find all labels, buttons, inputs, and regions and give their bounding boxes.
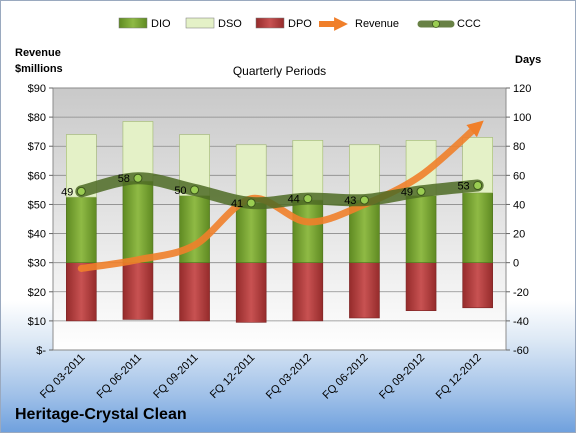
bar-dso [292, 140, 324, 201]
ccc-data-label: 43 [344, 195, 356, 207]
right-axis-tick-label: -60 [513, 345, 529, 357]
bar-dio [292, 199, 324, 263]
category-label: FQ 06-2012 [321, 352, 371, 402]
category-label: FQ 03-2011 [38, 352, 87, 401]
left-axis-tick-label: $80 [28, 112, 46, 124]
ccc-point [303, 194, 313, 204]
ccc-data-label: 49 [401, 186, 413, 198]
category-label: FQ 12-2011 [208, 352, 257, 401]
bar-dio [66, 196, 97, 263]
ccc-point [190, 185, 200, 195]
ccc-data-label: 41 [231, 198, 243, 210]
right-axis-tick-label: -40 [513, 316, 529, 328]
bar-dio [122, 180, 154, 263]
left-axis-tick-label: $50 [28, 199, 46, 211]
legend-label-revenue: Revenue [355, 18, 399, 30]
legend-label-dpo: DPO [288, 18, 312, 30]
legend-swatch-dio [118, 17, 148, 29]
category-label: FQ 09-2012 [377, 352, 427, 402]
left-axis-tick-label: $90 [28, 83, 46, 95]
ccc-point [76, 186, 86, 196]
left-axis-tick-label: $- [36, 345, 46, 357]
left-axis-title-line-2: $millions [15, 63, 63, 75]
ccc-point [133, 173, 143, 183]
category-label: FQ 09-2011 [151, 352, 200, 401]
bar-dpo [122, 262, 154, 320]
category-label: FQ 12-2012 [434, 352, 484, 402]
ccc-point [359, 195, 369, 205]
category-label: FQ 03-2012 [264, 352, 314, 402]
bar-dpo [405, 262, 437, 311]
ccc-data-label: 58 [118, 173, 130, 185]
right-axis-tick-label: 60 [513, 170, 525, 182]
left-axis-title-line-1: Revenue [15, 47, 61, 59]
right-axis-tick-label: -20 [513, 287, 529, 299]
left-axis-tick-label: $30 [28, 258, 46, 270]
ccc-point [473, 181, 483, 191]
left-axis-tick-label: $20 [28, 287, 46, 299]
bar-dpo [235, 262, 267, 323]
right-axis-tick-label: 120 [513, 83, 531, 95]
legend-label-ccc: CCC [457, 18, 481, 30]
ccc-line [75, 172, 484, 210]
revenue-line [77, 120, 484, 272]
ccc-data-label: 49 [61, 186, 73, 198]
chart-title: Quarterly Periods [233, 64, 326, 78]
legend-swatch-dso [185, 17, 215, 29]
bar-dio [405, 195, 437, 263]
bar-dio [462, 192, 493, 263]
plot-area [52, 87, 507, 351]
bar-dio [235, 202, 267, 263]
bar-dso [235, 144, 267, 204]
bar-dpo [179, 262, 210, 322]
legend-label-dso: DSO [218, 18, 242, 30]
company-name: Heritage-Crystal Clean [15, 406, 187, 423]
right-axis-tick-label: 20 [513, 229, 525, 241]
ccc-data-label: 50 [174, 185, 186, 197]
ccc-point [246, 198, 256, 208]
left-axis-tick-label: $10 [28, 316, 46, 328]
left-axis-tick-label: $70 [28, 141, 46, 153]
ccc-point [416, 186, 426, 196]
bar-dpo [349, 262, 380, 319]
bar-dpo [292, 262, 324, 322]
legend-swatch-dpo [255, 17, 285, 29]
right-axis-tick-label: 0 [513, 258, 519, 270]
bar-dpo [66, 262, 97, 322]
legend-label-dio: DIO [151, 18, 171, 30]
bar-dso [122, 121, 154, 182]
category-label: FQ 06-2011 [95, 352, 144, 401]
left-axis-tick-label: $60 [28, 170, 46, 182]
bar-dso [349, 144, 380, 201]
ccc-data-label: 53 [457, 181, 469, 193]
right-axis-tick-label: 100 [513, 112, 531, 124]
left-axis-tick-label: $40 [28, 229, 46, 241]
right-axis-tick-label: 80 [513, 141, 525, 153]
legend-swatch-ccc-marker [432, 20, 440, 28]
right-axis-title: Days [515, 54, 541, 66]
right-axis-tick-label: 40 [513, 199, 525, 211]
bar-dpo [462, 262, 493, 309]
ccc-data-label: 44 [288, 194, 300, 206]
